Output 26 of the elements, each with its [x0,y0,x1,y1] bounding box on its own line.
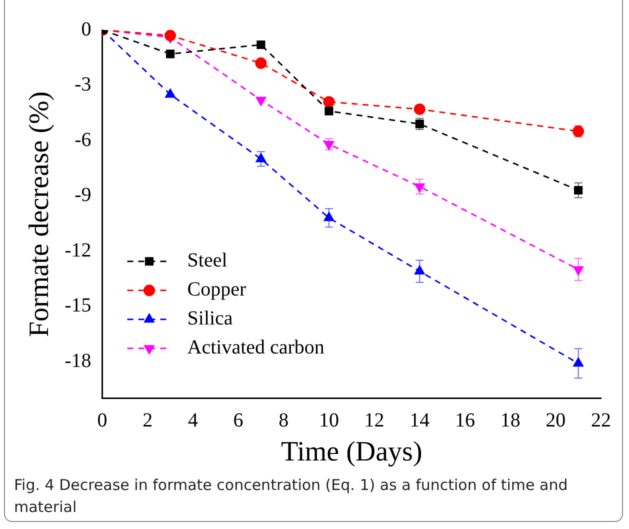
y-tick-label: -12 [64,239,92,262]
y-axis-title: Formate decrease (%) [24,91,56,338]
y-tick-label: -15 [64,294,92,317]
x-tick-label: 10 [318,410,339,432]
x-axis-title: Time (Days) [280,436,422,468]
legend-label: Copper [187,278,246,301]
y-tick-label: -18 [64,350,92,372]
y-tick-label: -6 [74,128,92,151]
x-tick-label: 6 [233,410,244,432]
legend-label: Activated carbon [187,336,324,359]
x-tick-label: 22 [591,410,611,432]
y-tick-label: 0 [81,18,92,40]
x-tick-label: 20 [546,410,566,432]
x-tick-label: 12 [364,410,384,432]
y-tick-label: -3 [74,74,92,96]
x-tick-label: 16 [454,410,475,432]
x-tick-label: 18 [500,410,520,432]
x-tick-label: 4 [188,410,198,432]
x-tick-label: 0 [97,410,108,432]
x-tick-label: 2 [142,410,153,432]
x-tick-label: 8 [278,410,289,432]
legend-label: Silica [187,308,233,330]
legend-label: Steel [187,250,228,272]
x-tick-label: 14 [410,410,430,432]
caption: Fig. 4 Decrease in formate concentration (Eq. 1) as a function of time and material [14,475,569,518]
y-tick-label: -9 [74,184,92,206]
